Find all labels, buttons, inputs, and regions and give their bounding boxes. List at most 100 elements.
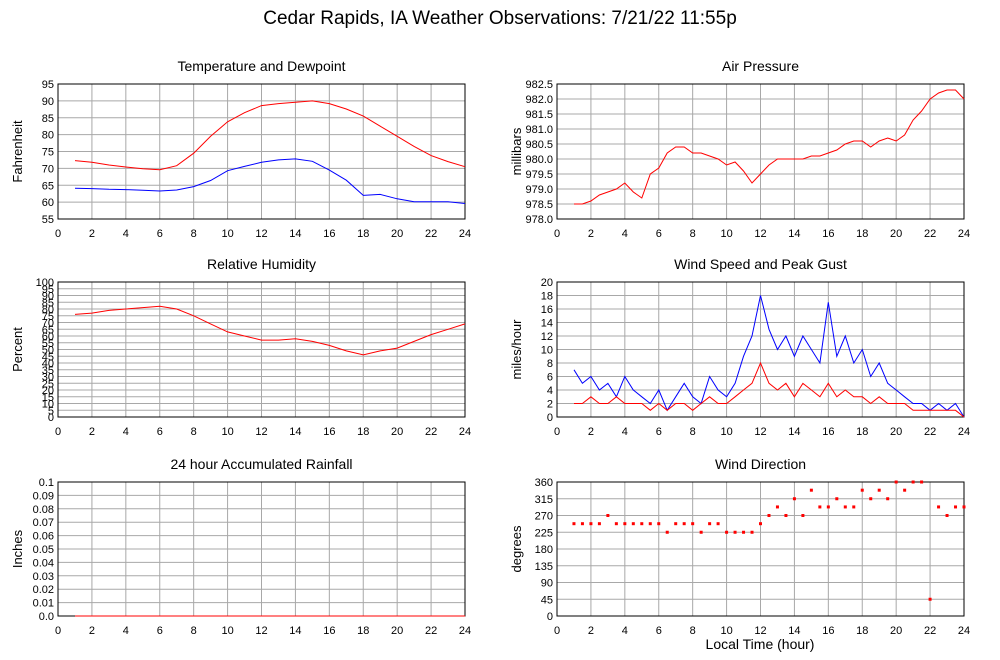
chart-2-x-tick-label: 4	[622, 228, 628, 240]
chart-6-series-1-point	[606, 514, 610, 517]
chart-5-y-tick-label: 0.01	[33, 598, 54, 610]
chart-1-x-tick-label: 8	[191, 228, 197, 240]
chart-5-y-tick-label: 0.04	[33, 557, 54, 569]
chart-4-y-tick-label: 20	[541, 277, 553, 289]
chart-2-y-tick-label: 980.0	[525, 154, 553, 166]
chart-4-x-tick-label: 22	[924, 426, 936, 438]
chart-6-x-tick-label: 6	[656, 625, 662, 637]
chart-5-x-tick-label: 4	[123, 625, 129, 637]
chart-4-x-tick-label: 12	[754, 426, 766, 438]
chart-6-y-tick-label: 45	[541, 594, 553, 606]
chart-5-y-tick-label: 0.08	[33, 504, 54, 516]
chart-3-y-tick-label: 20	[42, 385, 54, 397]
chart-3-x-tick-label: 12	[255, 426, 267, 438]
chart-3-y-tick-label: 70	[42, 318, 54, 330]
chart-4-x-tick-label: 2	[588, 426, 594, 438]
chart-3-y-tick-label: 55	[42, 338, 54, 350]
chart-2-y-tick-label: 982.5	[525, 79, 553, 91]
chart-6-series-1-point	[886, 497, 890, 501]
chart-4-y-tick-label: 6	[547, 372, 553, 384]
chart-4-x-tick-label: 14	[788, 426, 800, 438]
chart-3-y-axis-label: Percent	[10, 327, 25, 372]
chart-6-series-1-point	[699, 530, 703, 534]
chart-6-series-1-point	[657, 522, 661, 526]
chart-6-x-tick-label: 18	[856, 625, 868, 637]
chart-3-y-tick-label: 75	[42, 311, 54, 323]
chart-1-x-tick-label: 22	[425, 228, 437, 240]
chart-3-y-tick-label: 40	[42, 358, 54, 370]
chart-6-y-tick-label: 135	[535, 561, 553, 573]
chart-6-y-tick-label: 90	[541, 578, 553, 590]
chart-3-y-tick-label: 35	[42, 365, 54, 377]
chart-6-series-1-point	[623, 522, 627, 526]
chart-5-title: 24 hour Accumulated Rainfall	[170, 456, 352, 472]
chart-4-plot-border	[556, 281, 965, 418]
chart-6-series-1-point	[708, 522, 712, 526]
chart-2-y-tick-label: 978.0	[525, 214, 553, 226]
chart-4-y-tick-label: 0	[547, 412, 553, 424]
chart-6-x-tick-label: 10	[720, 625, 732, 637]
chart-5-x-tick-label: 16	[323, 625, 335, 637]
chart-5-y-tick-label: 0.02	[33, 584, 54, 596]
chart-6-series-1-point	[920, 480, 924, 484]
chart-6-series-1-point	[937, 505, 941, 509]
chart-6-plot-border	[556, 481, 965, 617]
chart-6-y-tick-label: 270	[535, 511, 553, 523]
chart-6-y-tick-label: 225	[535, 527, 553, 539]
chart-3-y-tick-label: 60	[42, 331, 54, 343]
chart-6-series-1-point	[597, 522, 601, 526]
chart-6-series-1-point	[742, 530, 746, 534]
chart-4-x-tick-label: 0	[554, 426, 560, 438]
chart-2-y-axis-label: millibars	[509, 127, 524, 175]
chart-6-series-1-point	[945, 514, 949, 517]
chart-6-series-1-point	[869, 497, 873, 501]
chart-4-y-tick-label: 8	[547, 358, 553, 370]
chart-4-y-tick-label: 18	[541, 291, 553, 303]
chart-6-series-1-point	[674, 522, 678, 526]
chart-5-y-axis-label: Inches	[10, 529, 25, 568]
chart-3-y-tick-label: 10	[42, 399, 54, 411]
chart-3-y-tick-label: 15	[42, 392, 54, 404]
chart-3-x-tick-label: 8	[191, 426, 197, 438]
chart-6-series-1-point	[631, 522, 635, 526]
chart-2-y-tick-label: 979.5	[525, 169, 553, 181]
chart-1-x-tick-label: 18	[357, 228, 369, 240]
chart-2-x-tick-label: 8	[690, 228, 696, 240]
chart-3-x-tick-label: 14	[289, 426, 301, 438]
chart-3-x-tick-label: 2	[89, 426, 95, 438]
chart-6-series-1-point	[716, 522, 720, 526]
chart-6-series-1-point	[928, 597, 932, 601]
chart-3-y-tick-label: 90	[42, 291, 54, 303]
chart-5-x-tick-label: 14	[289, 625, 301, 637]
chart-4-y-tick-label: 4	[547, 385, 553, 397]
chart-2-x-tick-label: 12	[754, 228, 766, 240]
chart-2-title: Air Pressure	[722, 58, 799, 74]
chart-1-y-tick-label: 90	[42, 96, 54, 108]
chart-3-x-tick-label: 10	[221, 426, 233, 438]
chart-6-series-1-point	[809, 488, 813, 492]
chart-1-x-tick-label: 16	[323, 228, 335, 240]
chart-1-y-tick-label: 70	[42, 163, 54, 175]
chart-5-x-tick-label: 0	[55, 625, 61, 637]
chart-6-title: Wind Direction	[715, 456, 806, 472]
chart-1-y-tick-label: 95	[42, 79, 54, 91]
chart-6-series-1-point	[826, 505, 830, 509]
chart-1-x-tick-label: 0	[55, 228, 61, 240]
chart-6-x-tick-label: 8	[690, 625, 696, 637]
chart-6-series-1-point	[801, 514, 805, 517]
chart-6-series-1-point	[894, 480, 898, 484]
chart-3-x-tick-label: 20	[391, 426, 403, 438]
chart-1-series-1-line	[74, 100, 466, 171]
chart-6-series-1-point	[648, 522, 652, 526]
chart-6-y-tick-label: 315	[535, 494, 553, 506]
chart-3-y-tick-label: 85	[42, 297, 54, 309]
chart-6-x-tick-label: 20	[890, 625, 902, 637]
chart-6-series-1-point	[818, 505, 822, 509]
chart-6-x-tick-label: 14	[788, 625, 800, 637]
chart-3-y-tick-label: 100	[36, 277, 54, 289]
chart-6-x-tick-label: 22	[924, 625, 936, 637]
chart-4-y-tick-label: 2	[547, 399, 553, 411]
chart-3-y-tick-label: 95	[42, 284, 54, 296]
chart-6-x-tick-label: 16	[822, 625, 834, 637]
